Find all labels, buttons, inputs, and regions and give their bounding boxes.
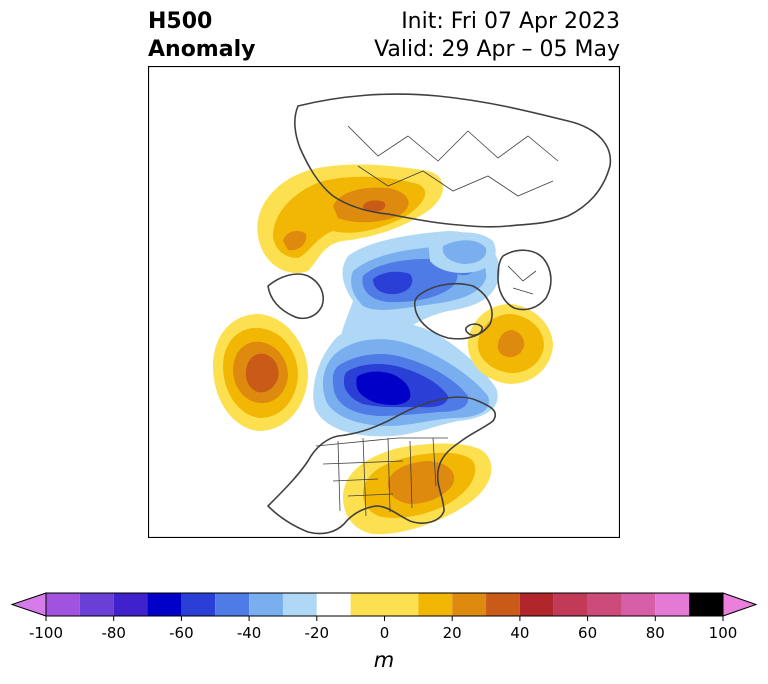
anomaly-map bbox=[148, 66, 620, 538]
colorbar-tick-label: 40 bbox=[510, 624, 529, 642]
valid-dates: Valid: 29 Apr – 05 May bbox=[374, 37, 620, 62]
colorbar-swatch bbox=[181, 593, 216, 616]
colorbar-low-extension bbox=[10, 592, 47, 617]
colorbar-swatch bbox=[519, 593, 554, 616]
colorbar-swatch bbox=[621, 593, 656, 616]
title-variable: H500 bbox=[148, 9, 213, 34]
colorbar-swatch bbox=[147, 593, 182, 616]
colorbar-swatch bbox=[79, 593, 114, 616]
colorbar: -100 -80 -60 -40 -20 0 20 40 60 80 100 m bbox=[10, 592, 758, 672]
title-left: H500 Anomaly bbox=[148, 8, 255, 64]
anomaly-fill bbox=[213, 164, 553, 535]
pacific-ridge bbox=[213, 314, 308, 431]
colorbar-tick-label: 100 bbox=[709, 624, 738, 642]
colorbar-tick-label: 80 bbox=[646, 624, 665, 642]
colorbar-tick-label: -40 bbox=[237, 624, 262, 642]
colorbar-tick-label: -100 bbox=[29, 624, 63, 642]
coastline-north-america bbox=[267, 396, 497, 535]
colorbar-unit: m bbox=[374, 648, 394, 672]
colorbar-swatch bbox=[350, 593, 419, 616]
coastline-alaska bbox=[267, 273, 324, 320]
init-date: Init: Fri 07 Apr 2023 bbox=[401, 9, 620, 34]
se-us-ridge bbox=[343, 443, 492, 535]
colorbar-tick-label: 20 bbox=[443, 624, 462, 642]
colorbar-swatch bbox=[215, 593, 250, 616]
coastline-iceland bbox=[465, 323, 483, 336]
colorbar-swatch bbox=[316, 593, 351, 616]
colorbar-swatch bbox=[452, 593, 487, 616]
colorbar-high-extension bbox=[722, 592, 758, 617]
colorbar-tick-label: -80 bbox=[101, 624, 126, 642]
colorbar-swatches bbox=[46, 593, 723, 616]
borders bbox=[315, 125, 559, 517]
colorbar-swatch bbox=[655, 593, 690, 616]
colorbar-tick-label: 60 bbox=[578, 624, 597, 642]
coastline-eurasia bbox=[294, 93, 612, 228]
siberia-ridge bbox=[257, 164, 443, 273]
coastlines bbox=[267, 93, 612, 535]
map-frame bbox=[148, 66, 620, 538]
title-field: Anomaly bbox=[148, 37, 256, 62]
title-right: Init: Fri 07 Apr 2023 Valid: 29 Apr – 05… bbox=[374, 8, 620, 64]
colorbar-tick-label: -20 bbox=[305, 624, 330, 642]
colorbar-swatch bbox=[249, 593, 283, 616]
colorbar-swatch bbox=[587, 593, 622, 616]
colorbar-swatch bbox=[282, 593, 317, 616]
colorbar-swatch bbox=[689, 593, 723, 616]
colorbar-tick-label: -60 bbox=[169, 624, 194, 642]
colorbar-swatch bbox=[486, 593, 520, 616]
colorbar-swatch bbox=[553, 593, 588, 616]
coastline-europe bbox=[497, 249, 552, 311]
canada-trough bbox=[313, 322, 498, 437]
colorbar-swatch bbox=[418, 593, 453, 616]
coastline-greenland bbox=[413, 282, 493, 340]
scandinavia-trough bbox=[428, 232, 496, 273]
colorbar-swatch bbox=[46, 593, 80, 616]
colorbar-ticks: -100 -80 -60 -40 -20 0 20 40 60 80 100 bbox=[29, 616, 737, 642]
colorbar-swatch bbox=[113, 593, 148, 616]
colorbar-tick-label: 0 bbox=[380, 624, 390, 642]
